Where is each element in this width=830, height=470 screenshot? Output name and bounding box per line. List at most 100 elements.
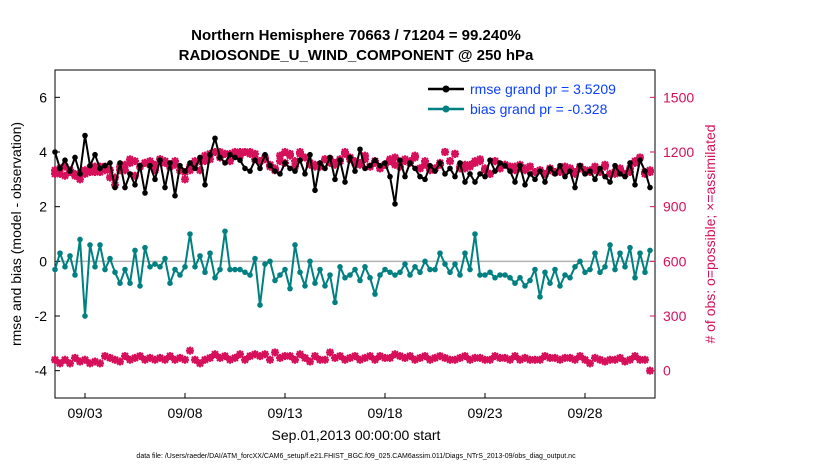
bias-point: [67, 253, 73, 259]
obs-low-point: [146, 353, 154, 362]
bias-point: [247, 272, 253, 278]
rmse-point: [512, 179, 518, 185]
obs-possible-point: [131, 171, 139, 180]
obs-assimilated-point: [111, 173, 119, 182]
rmse-point: [212, 135, 218, 142]
obs-assimilated-point: [556, 166, 564, 175]
bias-point: [457, 272, 463, 278]
obs-low-point: [236, 350, 244, 359]
obs-assimilated-point: [421, 157, 429, 166]
obs-low-point: [446, 355, 454, 364]
rmse-point: [497, 160, 503, 166]
obs-low-point: [571, 355, 579, 364]
obs-possible-point: [291, 162, 299, 171]
obs-assimilated-point: [151, 160, 159, 169]
obs-assimilated-point: [191, 157, 199, 166]
obs-low-point: [231, 353, 239, 362]
rmse-point: [237, 157, 243, 163]
obs-low-point: [466, 355, 474, 364]
y-axis-left: 6 4 2 0 -2 -4: [35, 89, 60, 379]
obs-low-point: [341, 355, 349, 364]
bias-point: [487, 269, 493, 276]
obs-low-point: [176, 353, 184, 362]
bias-point: [427, 266, 433, 273]
rmse-point: [272, 168, 278, 174]
obs-assimilated-point: [561, 166, 569, 175]
bias-point: [577, 258, 583, 265]
bias-point: [642, 269, 648, 276]
rmse-point: [157, 157, 163, 163]
bias-point: [417, 269, 423, 276]
obs-possible-point: [181, 175, 189, 184]
obs-low-point: [636, 355, 644, 364]
obs-assimilated-point: [456, 164, 464, 173]
rmse-point: [112, 184, 118, 191]
obs-low-point: [251, 350, 259, 359]
rmse-point: [572, 184, 578, 191]
obs-low-point: [291, 355, 299, 364]
obs-low-point: [596, 355, 604, 364]
bias-point: [532, 266, 538, 273]
bias-point: [147, 264, 153, 270]
obs-low-point: [331, 353, 339, 362]
bias-point: [392, 272, 398, 278]
obs-low-point: [326, 348, 334, 357]
bias-point: [637, 250, 643, 256]
rmse-point: [57, 165, 63, 172]
obs-low-point: [536, 355, 544, 364]
obs-low-point: [321, 355, 329, 364]
obs-low-point: [81, 355, 89, 364]
bias-point: [117, 280, 123, 287]
rmse-point: [82, 132, 88, 139]
bias-point: [142, 244, 148, 251]
rmse-point: [182, 168, 188, 174]
obs-low-point: [191, 355, 199, 364]
obs-low-point: [201, 355, 209, 364]
bias-point: [592, 250, 598, 256]
obs-assimilated-point: [616, 164, 624, 173]
obs-assimilated-point: [91, 162, 99, 171]
rmse-point: [532, 176, 538, 183]
bias-point: [137, 283, 143, 289]
bias-point: [497, 272, 503, 278]
obs-assimilated-point: [256, 157, 264, 166]
bias-point: [607, 242, 613, 248]
obs-assimilated-point: [216, 148, 224, 156]
bias-point: [82, 313, 88, 319]
bias-point: [187, 231, 193, 237]
obs-possible-point: [196, 166, 204, 175]
y-axis-right: 1500 1200 900 600 300 0: [650, 89, 694, 379]
obs-assimilated-point: [161, 158, 169, 167]
obs-low-point: [541, 352, 549, 361]
obs-low-point: [436, 352, 444, 361]
obs-assimilated-point: [601, 162, 609, 171]
rmse-point: [152, 176, 158, 183]
obs-assimilated-point: [461, 160, 469, 169]
obs-assimilated-point: [331, 160, 339, 169]
obs-assimilated-point: [281, 148, 289, 156]
rmse-point: [352, 168, 358, 174]
rmse-point: [147, 162, 153, 169]
obs-low-point: [121, 352, 129, 361]
bias-point: [342, 274, 348, 281]
obs-assimilated-point: [451, 149, 459, 158]
bias-point: [157, 264, 163, 270]
obs-assimilated-point: [521, 166, 529, 175]
bias-point: [442, 261, 448, 267]
bias-point: [202, 269, 208, 276]
obs-low-point: [506, 355, 514, 364]
rmse-point: [417, 173, 423, 180]
rmse-point: [412, 165, 418, 172]
bias-point: [437, 250, 443, 256]
rmse-point: [192, 165, 198, 172]
obs-assimilated-point: [476, 155, 484, 164]
rmse-point: [357, 146, 363, 153]
obs-low-point: [311, 352, 319, 361]
obs-low-point: [456, 353, 464, 362]
obs-low-point: [371, 355, 379, 364]
bias-point: [227, 266, 233, 273]
obs-assimilated-point: [631, 158, 639, 167]
obs-assimilated-point: [491, 157, 499, 166]
bias-point: [602, 264, 608, 270]
obs-assimilated-point: [356, 158, 364, 167]
